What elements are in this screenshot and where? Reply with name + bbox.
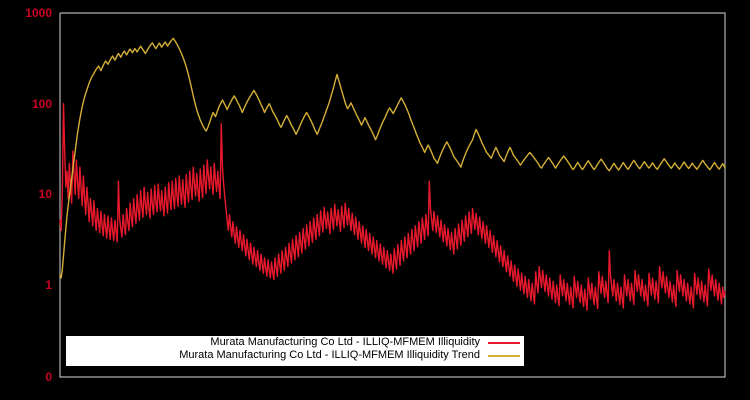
y-tick-label-1: 1 [45,278,52,293]
y-tick-label-100: 100 [31,96,52,111]
legend-item[interactable]: Murata Manufacturing Co Ltd - ILLIQ-MFME… [66,349,524,362]
legend-item[interactable]: Murata Manufacturing Co Ltd - ILLIQ-MFME… [66,336,524,349]
legend-color-swatch [488,354,520,357]
axis-frame [59,12,726,378]
legend-color-swatch [488,341,520,344]
series-line-illiquidity-trend [59,37,726,279]
y-tick-label-1000: 1000 [25,6,52,20]
legend-item-label: Murata Manufacturing Co Ltd - ILLIQ-MFME… [179,349,480,361]
series-group [59,37,726,311]
y-tick-label-0: 0 [45,370,52,384]
chart-legend: Murata Manufacturing Co Ltd - ILLIQ-MFME… [66,336,524,366]
y-tick-label-10: 10 [38,187,52,202]
series-line-illiquidity [59,103,726,311]
legend-item-label: Murata Manufacturing Co Ltd - ILLIQ-MFME… [210,336,480,348]
